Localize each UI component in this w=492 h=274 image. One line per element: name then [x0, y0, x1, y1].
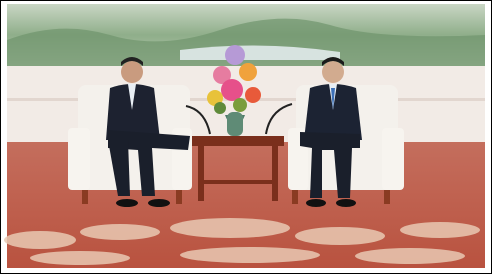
photo: [0, 0, 492, 274]
scene: [0, 4, 492, 274]
